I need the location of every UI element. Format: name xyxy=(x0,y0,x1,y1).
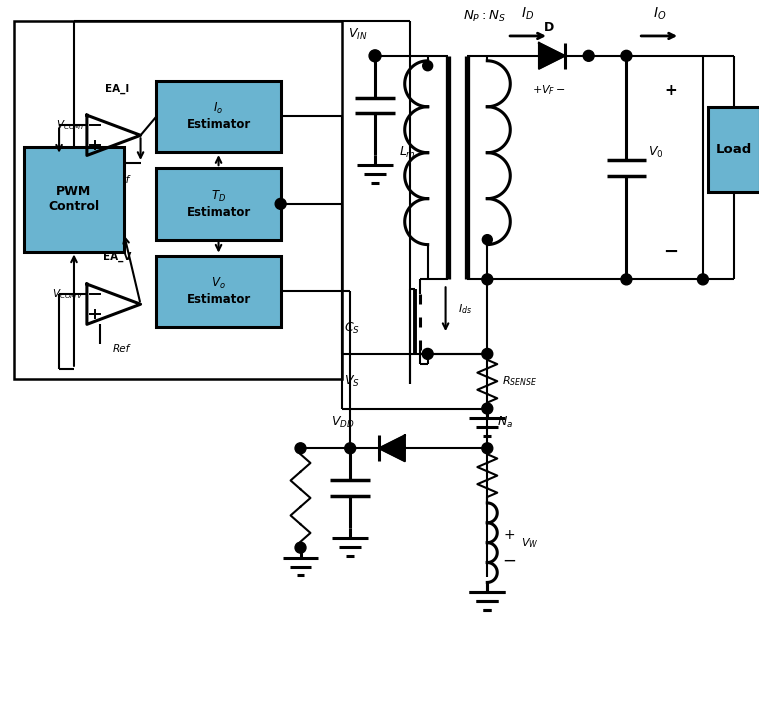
Circle shape xyxy=(583,50,594,62)
Circle shape xyxy=(422,61,433,71)
FancyBboxPatch shape xyxy=(157,81,281,152)
Text: $V_{COMI}$: $V_{COMI}$ xyxy=(56,118,84,132)
Text: $V_{DD}$: $V_{DD}$ xyxy=(332,416,355,430)
FancyBboxPatch shape xyxy=(24,147,123,251)
Circle shape xyxy=(482,403,493,414)
Text: $V_{COMV}$: $V_{COMV}$ xyxy=(53,287,84,301)
Bar xyxy=(14,21,342,379)
Circle shape xyxy=(369,50,381,62)
Text: −: − xyxy=(664,243,679,261)
Circle shape xyxy=(295,542,306,553)
Polygon shape xyxy=(87,115,141,156)
Text: $N_a$: $N_a$ xyxy=(497,416,514,430)
Text: $V_S$: $V_S$ xyxy=(344,374,360,389)
Text: $+V_F-$: $+V_F-$ xyxy=(532,84,566,98)
FancyBboxPatch shape xyxy=(157,256,281,327)
Text: $I_{ds}$: $I_{ds}$ xyxy=(457,302,472,316)
Text: $I_O$: $I_O$ xyxy=(652,6,666,22)
Circle shape xyxy=(621,50,632,62)
Polygon shape xyxy=(379,435,405,461)
Polygon shape xyxy=(87,284,141,324)
Text: PWM
Control: PWM Control xyxy=(49,185,100,213)
Text: Load: Load xyxy=(715,143,752,156)
Text: $V_{IN}$: $V_{IN}$ xyxy=(348,27,367,42)
Text: $I_D$: $I_D$ xyxy=(521,6,535,22)
FancyBboxPatch shape xyxy=(708,108,759,192)
Circle shape xyxy=(697,274,708,285)
Circle shape xyxy=(482,442,493,454)
Text: $V_o$
Estimator: $V_o$ Estimator xyxy=(186,276,250,307)
Text: $C_S$: $C_S$ xyxy=(344,321,360,336)
Text: $V_W$: $V_W$ xyxy=(521,536,539,549)
Polygon shape xyxy=(539,43,565,69)
Text: $V_0$: $V_0$ xyxy=(648,145,664,160)
Circle shape xyxy=(295,442,306,454)
Text: D: D xyxy=(544,21,554,34)
Circle shape xyxy=(394,442,406,454)
Text: EA_V: EA_V xyxy=(103,252,131,263)
FancyBboxPatch shape xyxy=(157,168,281,239)
Text: $T_D$
Estimator: $T_D$ Estimator xyxy=(186,189,250,219)
Text: −: − xyxy=(502,552,516,569)
Text: +: + xyxy=(665,83,677,98)
Circle shape xyxy=(422,348,433,360)
Circle shape xyxy=(345,442,355,454)
Text: Ref: Ref xyxy=(113,175,130,185)
Text: $R_{SENSE}$: $R_{SENSE}$ xyxy=(502,375,537,388)
Circle shape xyxy=(482,274,493,285)
Circle shape xyxy=(482,234,492,244)
Text: Ref: Ref xyxy=(113,344,130,354)
Circle shape xyxy=(482,348,493,360)
Text: $N_P : N_S$: $N_P : N_S$ xyxy=(463,8,506,23)
Text: $L_m$: $L_m$ xyxy=(400,144,416,160)
Text: $I_o$
Estimator: $I_o$ Estimator xyxy=(186,101,250,132)
Text: +: + xyxy=(503,527,515,542)
Text: EA_I: EA_I xyxy=(104,84,129,93)
Circle shape xyxy=(621,274,632,285)
Circle shape xyxy=(275,198,286,210)
